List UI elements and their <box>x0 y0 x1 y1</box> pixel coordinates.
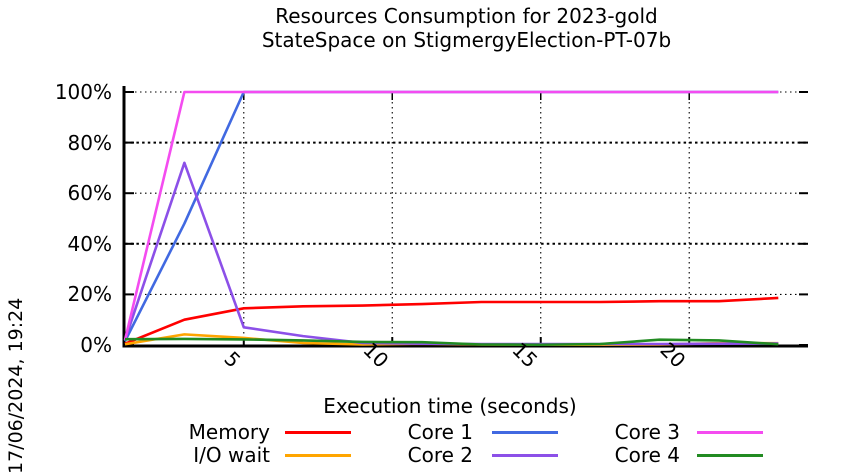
y-tick-label: 40% <box>67 231 112 256</box>
legend-swatch <box>492 431 558 434</box>
x-axis-title: Execution time (seconds) <box>323 394 577 418</box>
y-tick-label: 80% <box>67 130 112 155</box>
legend-label: Core 1 <box>407 420 473 444</box>
y-tick-label: 60% <box>67 181 112 206</box>
series-line-memory <box>124 296 779 345</box>
legend-label: Core 3 <box>614 420 680 444</box>
legend-swatch <box>492 454 558 457</box>
y-tick-label: 0% <box>80 333 112 357</box>
legend-swatch <box>285 431 351 434</box>
legend-swatch <box>697 431 763 434</box>
series-line-core-2 <box>123 161 779 346</box>
legend-label: I/O wait <box>193 443 270 467</box>
legend-label: Memory <box>188 420 270 444</box>
y-tick-label: 20% <box>67 282 112 307</box>
legend-swatch <box>285 454 351 457</box>
series-line-core-4 <box>124 337 779 347</box>
legend-label: Core 2 <box>407 443 473 467</box>
legend-swatch <box>697 454 763 457</box>
series-line-core-3 <box>123 90 779 341</box>
chart-title: Resources Consumption for 2023-gold <box>275 4 658 28</box>
y-tick-label: 100% <box>54 80 112 104</box>
chart-subtitle: StateSpace on StigmergyElection-PT-07b <box>261 28 672 52</box>
legend-label: Core 4 <box>614 443 680 467</box>
